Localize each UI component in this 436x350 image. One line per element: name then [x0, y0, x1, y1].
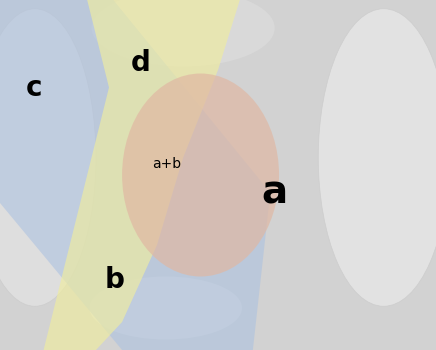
- Text: d: d: [131, 49, 151, 77]
- Ellipse shape: [122, 74, 279, 276]
- Ellipse shape: [0, 9, 96, 306]
- Ellipse shape: [318, 9, 436, 306]
- Text: a+b: a+b: [153, 158, 182, 172]
- Text: b: b: [105, 266, 125, 294]
- Polygon shape: [0, 0, 270, 350]
- Text: c: c: [26, 74, 43, 102]
- Text: a: a: [262, 174, 288, 211]
- Ellipse shape: [92, 0, 275, 66]
- Polygon shape: [44, 0, 240, 350]
- Ellipse shape: [89, 276, 242, 340]
